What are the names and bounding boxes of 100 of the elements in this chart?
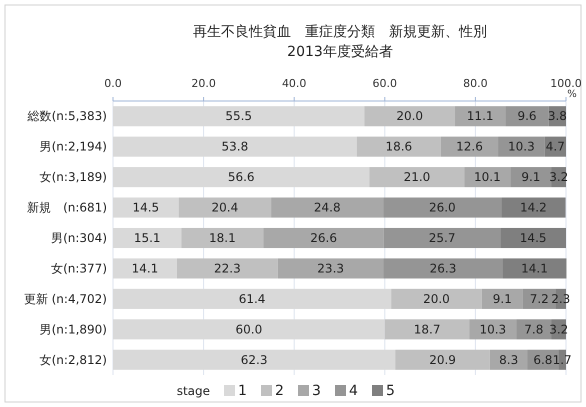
bar xyxy=(113,288,392,309)
data-label: 26.6 xyxy=(310,231,338,245)
chart-subtitle: 2013年度受給者 xyxy=(287,44,393,60)
legend-title: stage xyxy=(176,384,210,398)
y-tick-label: 新規 (n:681) xyxy=(27,200,107,215)
data-label: 11.1 xyxy=(466,109,494,124)
data-label: 14.5 xyxy=(520,231,547,245)
bar xyxy=(464,167,510,188)
data-label: 26.3 xyxy=(430,261,456,276)
data-label: 62.3 xyxy=(240,352,268,367)
data-label: 20.0 xyxy=(423,292,450,306)
data-label: 22.3 xyxy=(214,261,241,276)
x-axis-title: % xyxy=(567,89,577,100)
bar xyxy=(176,258,278,278)
x-tick-label: 80.0 xyxy=(463,77,488,90)
data-label: 9.1 xyxy=(521,170,540,184)
y-tick-label: 更新 (n:4,702) xyxy=(24,292,107,306)
bar xyxy=(113,198,179,218)
data-label: 25.7 xyxy=(428,231,456,245)
data-label: 18.7 xyxy=(414,322,441,336)
bar xyxy=(395,350,490,370)
data-label: 61.4 xyxy=(238,292,266,306)
data-label: 10.3 xyxy=(479,322,506,336)
bar xyxy=(482,288,523,309)
bar xyxy=(113,350,396,370)
bar xyxy=(383,258,503,278)
bar xyxy=(113,319,385,340)
legend-label: 1 xyxy=(238,383,247,399)
bar xyxy=(500,228,566,248)
legend-label: 2 xyxy=(275,383,284,399)
y-tick-label: 女(n:2,812) xyxy=(40,352,107,367)
data-label: 15.1 xyxy=(134,231,161,245)
bar xyxy=(440,136,498,157)
y-tick-label: 女(n:3,189) xyxy=(40,170,107,184)
y-tick-label: 総数(n:5,383) xyxy=(26,109,107,124)
y-tick-label: 女(n:377) xyxy=(51,261,107,276)
y-tick-label: 男(n:2,194) xyxy=(40,140,107,154)
bar xyxy=(113,228,182,248)
bar xyxy=(178,198,272,218)
legend-label: 4 xyxy=(349,383,358,399)
bar xyxy=(455,106,506,126)
bar xyxy=(490,350,528,370)
x-tick-label: 0.0 xyxy=(104,77,122,90)
data-label: 12.6 xyxy=(456,140,483,154)
data-label: 14.2 xyxy=(520,200,547,215)
data-label: 9.6 xyxy=(517,109,537,124)
data-label: 7.2 xyxy=(530,292,549,306)
bar xyxy=(391,288,482,309)
data-label: 21.0 xyxy=(404,170,430,184)
data-label: 20.9 xyxy=(429,352,456,367)
data-label: 8.3 xyxy=(499,352,518,367)
data-label: 9.1 xyxy=(492,292,512,306)
data-label: 60.0 xyxy=(236,322,262,336)
data-label: 4.7 xyxy=(546,140,565,154)
bar xyxy=(181,228,264,248)
data-label: 20.4 xyxy=(212,200,238,215)
data-label: 10.1 xyxy=(474,170,501,184)
data-label: 14.5 xyxy=(132,200,160,215)
x-tick-label: 60.0 xyxy=(372,77,398,90)
x-tick-label: 100.0 xyxy=(550,77,582,90)
data-label: 23.3 xyxy=(317,261,344,276)
bar xyxy=(502,258,566,278)
bar xyxy=(383,198,502,218)
data-label: 56.6 xyxy=(228,170,255,184)
data-label: 20.0 xyxy=(396,109,424,124)
data-label: 24.8 xyxy=(314,200,341,215)
bar xyxy=(113,106,364,126)
data-label: 55.5 xyxy=(225,109,252,124)
data-label: 14.1 xyxy=(521,261,548,276)
data-label: 10.3 xyxy=(508,140,535,154)
data-label: 7.8 xyxy=(524,322,544,336)
bar xyxy=(510,167,552,188)
data-label: 18.1 xyxy=(209,231,236,245)
bar xyxy=(384,319,470,340)
x-tick-label: 40.0 xyxy=(282,77,306,90)
legend-label: 3 xyxy=(312,383,321,399)
data-label: 18.6 xyxy=(385,140,412,154)
bar xyxy=(263,228,384,248)
bar xyxy=(278,258,384,278)
chart-title: 再生不良性貧血 重症度分類 新規更新、性別 xyxy=(193,24,487,40)
bar xyxy=(113,136,357,157)
data-label: 53.8 xyxy=(222,140,248,154)
legend-label: 5 xyxy=(386,383,395,399)
bar xyxy=(505,106,549,126)
data-label: 26.0 xyxy=(428,200,456,215)
bar xyxy=(271,198,384,218)
bar xyxy=(356,136,441,157)
bar xyxy=(501,198,566,218)
x-tick-label: 20.0 xyxy=(191,77,216,90)
bar xyxy=(384,228,500,248)
data-label: 6.8 xyxy=(533,352,552,367)
bar xyxy=(113,167,370,188)
y-tick-label: 男(n:304) xyxy=(51,231,107,245)
bar xyxy=(113,258,177,278)
bar xyxy=(364,106,456,126)
bar xyxy=(516,319,552,340)
bar xyxy=(369,167,465,188)
data-label: 3.8 xyxy=(548,109,567,124)
y-tick-label: 男(n:1,890) xyxy=(40,322,107,336)
data-label: 14.1 xyxy=(132,261,158,276)
